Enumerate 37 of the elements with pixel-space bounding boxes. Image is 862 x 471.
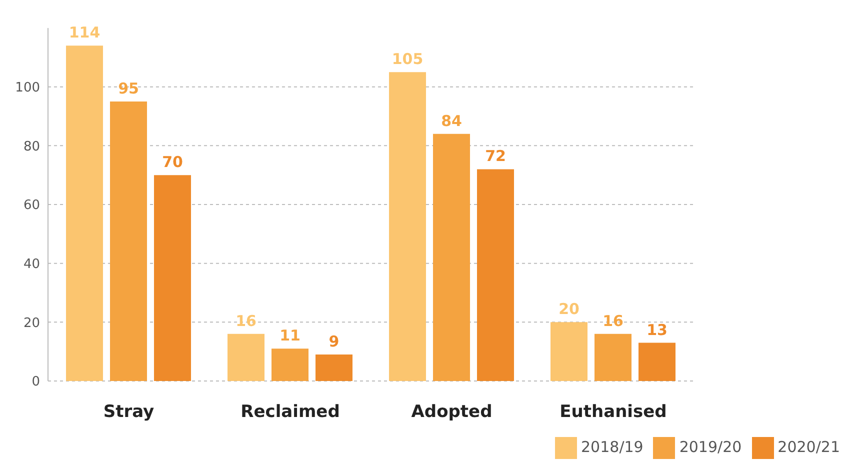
bar	[316, 354, 352, 381]
bar	[638, 342, 676, 381]
data-label: 105	[392, 50, 424, 68]
x-tick-label: Euthanised	[560, 402, 667, 422]
y-tick-label: 80	[23, 139, 40, 154]
bar	[477, 169, 514, 381]
x-tick-label: Stray	[103, 402, 154, 422]
data-label: 13	[646, 320, 668, 339]
bar	[66, 46, 103, 381]
bar	[389, 72, 426, 381]
data-label: 16	[236, 312, 256, 330]
y-tick-label: 100	[15, 80, 40, 96]
data-label: 16	[602, 312, 624, 330]
data-label: 20	[558, 300, 580, 318]
x-tick-label: Reclaimed	[240, 402, 340, 422]
bar	[272, 348, 308, 381]
bar	[228, 334, 264, 381]
legend-label: 2020/21	[778, 438, 840, 456]
data-label: 95	[118, 80, 139, 98]
bar	[110, 102, 147, 381]
data-label: 84	[441, 112, 462, 130]
x-tick-label: Adopted	[411, 402, 492, 422]
data-label: 9	[328, 332, 340, 351]
legend-label: 2018/19	[581, 438, 644, 456]
y-tick-label: 60	[23, 198, 40, 214]
bar	[433, 134, 470, 381]
data-label: 114	[68, 24, 100, 42]
y-tick-label: 20	[23, 316, 40, 331]
bar	[594, 334, 632, 381]
y-tick-label: 0	[32, 374, 40, 390]
bar	[550, 322, 588, 381]
data-label: 11	[280, 326, 300, 345]
y-tick-label: 40	[23, 256, 40, 272]
legend-label: 2019/20	[679, 438, 742, 456]
data-label: 70	[162, 153, 183, 172]
bar	[154, 175, 191, 381]
data-label: 72	[485, 147, 506, 166]
